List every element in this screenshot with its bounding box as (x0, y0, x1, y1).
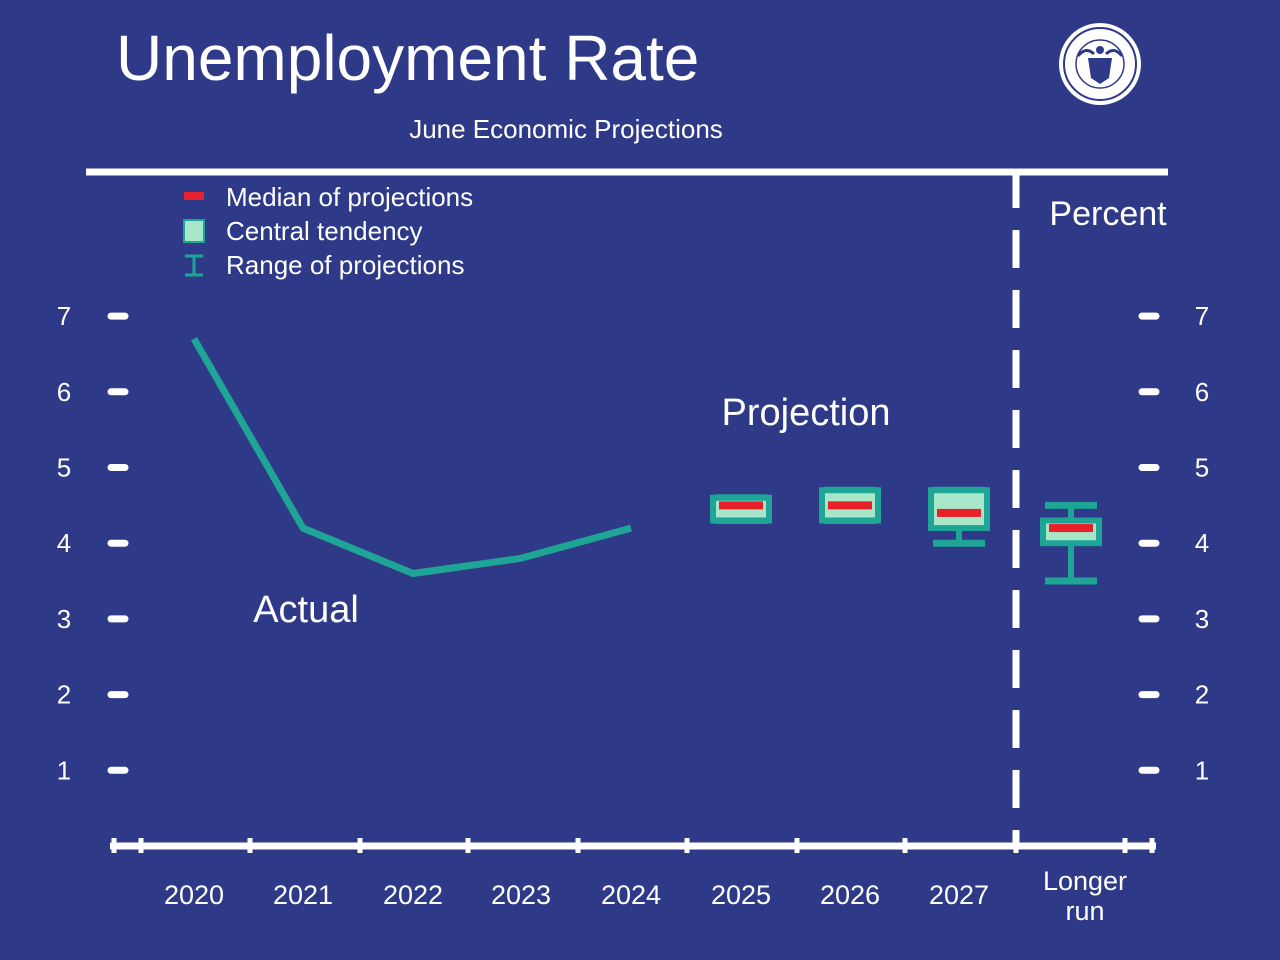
y-tick-label-left-6: 6 (57, 377, 71, 407)
x-axis-labels: 2020 2021 2022 2023 2024 2025 2026 2027 Longer ru… (164, 866, 1127, 926)
projection-longer-run (1040, 501, 1102, 585)
x-label-2026: 2026 (820, 880, 880, 910)
chart-title: Unemployment Rate (116, 22, 699, 94)
projection-2025 (710, 494, 772, 524)
legend-range-label: Range of projections (226, 250, 464, 280)
x-label-2027: 2027 (929, 880, 989, 910)
legend-range-swatch (185, 254, 203, 277)
y-tick-label-left-5: 5 (57, 453, 71, 483)
x-label-longer-run: Longer run (1043, 866, 1127, 926)
y-axis-left: 1 2 3 4 5 6 7 (57, 301, 129, 785)
y-tick-label-right-3: 3 (1195, 604, 1209, 634)
legend-item-central: Central tendency (183, 216, 423, 246)
median-marker-longer-run (1049, 524, 1093, 533)
central-tendency-box-2026 (819, 487, 881, 524)
x-label-2022: 2022 (383, 880, 443, 910)
x-label-2024: 2024 (601, 880, 661, 910)
legend-item-range: Range of projections (185, 250, 464, 280)
x-label-2021: 2021 (273, 880, 333, 910)
legend-central-label: Central tendency (226, 216, 423, 246)
x-axis-ticks (111, 838, 1155, 853)
federal-reserve-seal-icon (1059, 23, 1141, 105)
median-marker-2026 (828, 501, 872, 510)
y-axis-right: 1 2 3 4 5 6 7 (1138, 301, 1209, 785)
legend-median-label: Median of projections (226, 182, 473, 212)
y-tick-label-right-5: 5 (1195, 453, 1209, 483)
x-label-longer-run-line-0: Longer (1043, 866, 1127, 896)
percent-unit-label: Percent (1049, 195, 1167, 233)
projection-2026 (819, 486, 881, 524)
actual-line (190, 337, 632, 577)
x-label-2025: 2025 (711, 880, 771, 910)
y-tick-label-right-2: 2 (1195, 680, 1209, 710)
y-tick-label-left-3: 3 (57, 604, 71, 634)
x-label-2020: 2020 (164, 880, 224, 910)
y-tick-label-right-6: 6 (1195, 377, 1209, 407)
y-tick-label-right-1: 1 (1195, 755, 1209, 785)
median-marker-2025 (719, 501, 763, 510)
y-tick-label-right-4: 4 (1195, 528, 1209, 558)
legend: Median of projections Central tendency R… (183, 182, 473, 280)
x-label-2023: 2023 (491, 880, 551, 910)
legend-median-swatch (184, 192, 204, 200)
legend-item-median: Median of projections (184, 182, 473, 212)
y-tick-label-left-4: 4 (57, 528, 71, 558)
projection-annotation: Projection (722, 392, 891, 434)
projection-series (710, 486, 1102, 585)
y-tick-label-left-1: 1 (57, 755, 71, 785)
legend-central-swatch (183, 219, 205, 243)
y-tick-label-right-7: 7 (1195, 301, 1209, 331)
projection-2027 (928, 486, 990, 547)
chart-subtitle: June Economic Projections (409, 114, 723, 144)
actual-annotation: Actual (253, 589, 359, 631)
median-marker-2027 (937, 508, 981, 517)
y-tick-label-left-2: 2 (57, 680, 71, 710)
y-tick-label-left-7: 7 (57, 301, 71, 331)
x-label-longer-run-line-1: run (1065, 896, 1104, 926)
actual-series (190, 337, 632, 577)
